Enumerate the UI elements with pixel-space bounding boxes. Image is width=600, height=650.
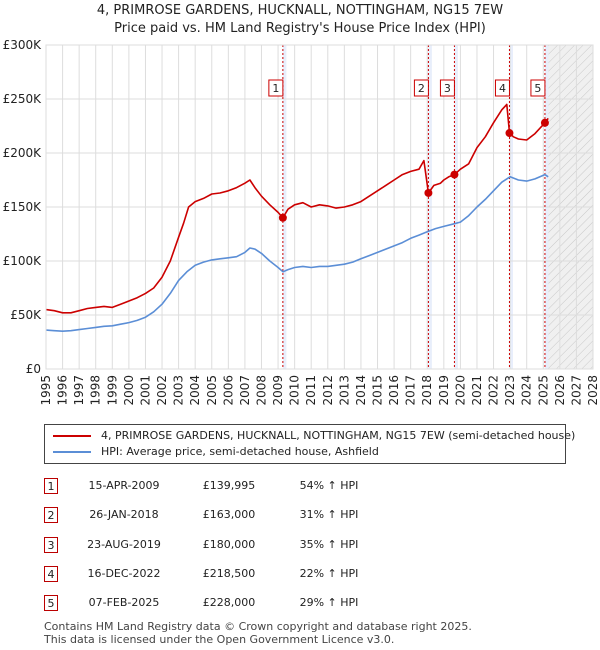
legend-label-hpi: HPI: Average price, semi-detached house,… bbox=[101, 445, 379, 458]
x-tick-label: 1995 bbox=[39, 375, 53, 406]
property-price-line bbox=[45, 103, 549, 314]
y-tick-label: £0 bbox=[26, 362, 41, 376]
x-tick-label: 2020 bbox=[453, 375, 467, 406]
transaction-price: £139,995 bbox=[202, 479, 256, 492]
x-tick-label: 2008 bbox=[254, 375, 268, 406]
legend-label-property: 4, PRIMROSE GARDENS, HUCKNALL, NOTTINGHA… bbox=[101, 429, 576, 442]
legend-swatch-hpi bbox=[53, 451, 91, 453]
x-tick-label: 2025 bbox=[536, 375, 550, 406]
transaction-number-badge: 3 bbox=[44, 537, 58, 553]
sale-point bbox=[424, 188, 433, 197]
sale-label: 1 bbox=[272, 82, 279, 95]
sale-label: 5 bbox=[534, 82, 541, 95]
chart-subtitle: Price paid vs. HM Land Registry's House … bbox=[114, 21, 486, 36]
sale-label-box bbox=[530, 79, 546, 97]
x-tick-label: 2016 bbox=[387, 375, 401, 406]
x-tick-label: 2028 bbox=[586, 375, 600, 406]
x-tick-label: 2012 bbox=[321, 375, 335, 406]
x-tick-label: 2021 bbox=[470, 375, 484, 406]
chart-title: 4, PRIMROSE GARDENS, HUCKNALL, NOTTINGHA… bbox=[97, 3, 503, 18]
x-tick-label: 1997 bbox=[72, 375, 86, 406]
sale-label-box bbox=[494, 79, 510, 97]
transaction-number-badge: 2 bbox=[44, 507, 58, 523]
sale-point bbox=[540, 118, 549, 127]
transaction-date: 15-APR-2009 bbox=[88, 479, 160, 492]
transaction-date: 23-AUG-2019 bbox=[87, 538, 161, 551]
chart-legend: 4, PRIMROSE GARDENS, HUCKNALL, NOTTINGHA… bbox=[44, 424, 575, 464]
transaction-hpi-diff: 54% ↑ HPI bbox=[299, 479, 359, 492]
y-tick-label: £300K bbox=[3, 38, 43, 52]
y-tick-label: £150K bbox=[3, 200, 43, 214]
transaction-date: 26-JAN-2018 bbox=[89, 508, 159, 521]
y-tick-label: £250K bbox=[3, 92, 43, 106]
sale-label-box bbox=[439, 79, 455, 97]
x-tick-label: 2015 bbox=[371, 375, 385, 406]
x-tick-label: 2000 bbox=[122, 375, 136, 406]
footer-license: This data is licensed under the Open Gov… bbox=[44, 633, 395, 646]
transaction-hpi-diff: 35% ↑ HPI bbox=[299, 538, 359, 551]
x-tick-label: 2005 bbox=[205, 375, 219, 406]
y-tick-label: £50K bbox=[10, 308, 42, 322]
transaction-number-badge: 1 bbox=[44, 478, 58, 494]
transaction-price: £228,000 bbox=[202, 596, 256, 609]
x-tick-label: 2003 bbox=[172, 375, 186, 406]
x-tick-label: 2019 bbox=[437, 375, 451, 406]
x-tick-label: 1999 bbox=[105, 375, 119, 406]
x-tick-label: 2013 bbox=[337, 375, 351, 406]
footer-copyright: Contains HM Land Registry data © Crown c… bbox=[44, 620, 472, 633]
price-chart: 4, PRIMROSE GARDENS, HUCKNALL, NOTTINGHA… bbox=[3, 3, 600, 406]
x-tick-label: 2010 bbox=[288, 375, 302, 406]
legend-swatch-property bbox=[53, 435, 91, 437]
sale-label-box bbox=[268, 79, 284, 97]
y-tick-label: £100K bbox=[3, 254, 43, 268]
sale-point bbox=[450, 170, 459, 179]
x-tick-label: 2027 bbox=[569, 375, 583, 406]
legend-item-property: 4, PRIMROSE GARDENS, HUCKNALL, NOTTINGHA… bbox=[53, 429, 575, 443]
hpi-line bbox=[45, 173, 549, 333]
transaction-hpi-diff: 31% ↑ HPI bbox=[299, 508, 359, 521]
sale-point bbox=[505, 129, 514, 138]
sale-point bbox=[278, 213, 287, 222]
x-tick-label: 1996 bbox=[56, 375, 70, 406]
sale-label: 2 bbox=[418, 82, 425, 95]
x-tick-label: 2022 bbox=[487, 375, 501, 406]
x-tick-label: 1998 bbox=[89, 375, 103, 406]
x-tick-label: 2026 bbox=[553, 375, 567, 406]
sale-label: 3 bbox=[444, 82, 451, 95]
x-tick-label: 2014 bbox=[354, 375, 368, 406]
legend-item-hpi: HPI: Average price, semi-detached house,… bbox=[53, 445, 379, 459]
transaction-date: 07-FEB-2025 bbox=[88, 596, 160, 609]
y-tick-label: £200K bbox=[3, 146, 43, 160]
transaction-price: £163,000 bbox=[202, 508, 256, 521]
plot-frame bbox=[45, 44, 594, 370]
transaction-price: £180,000 bbox=[202, 538, 256, 551]
x-tick-label: 2023 bbox=[503, 375, 517, 406]
x-tick-label: 2017 bbox=[404, 375, 418, 406]
attribution-footer: Contains HM Land Registry data © Crown c… bbox=[44, 620, 472, 646]
transaction-price: £218,500 bbox=[202, 567, 256, 580]
x-tick-label: 2002 bbox=[155, 375, 169, 406]
x-tick-label: 2024 bbox=[520, 375, 534, 406]
transaction-number-badge: 5 bbox=[44, 595, 58, 611]
transaction-date: 16-DEC-2022 bbox=[87, 567, 161, 580]
x-tick-label: 2011 bbox=[304, 375, 318, 406]
x-tick-label: 2001 bbox=[138, 375, 152, 406]
sale-label: 4 bbox=[499, 82, 506, 95]
x-tick-label: 2009 bbox=[271, 375, 285, 406]
transaction-hpi-diff: 29% ↑ HPI bbox=[299, 596, 359, 609]
x-tick-label: 2006 bbox=[221, 375, 235, 406]
x-tick-label: 2007 bbox=[238, 375, 252, 406]
sale-label-box bbox=[413, 79, 429, 97]
x-tick-label: 2018 bbox=[420, 375, 434, 406]
transaction-number-badge: 4 bbox=[44, 566, 58, 582]
transaction-hpi-diff: 22% ↑ HPI bbox=[299, 567, 359, 580]
x-tick-label: 2004 bbox=[188, 375, 202, 406]
